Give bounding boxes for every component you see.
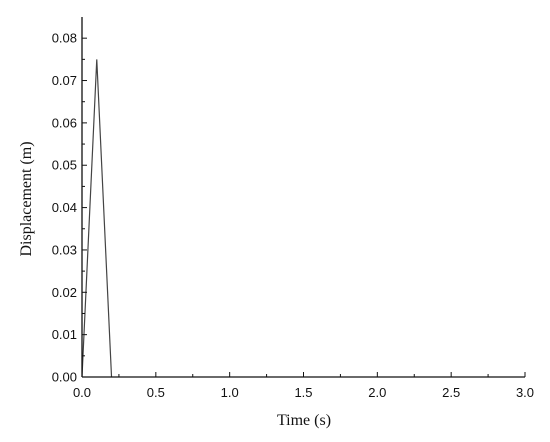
x-tick-label: 2.5	[442, 385, 460, 400]
x-axis: 0.0 0.5 1.0 1.5 2.0 2.5 3.0	[73, 372, 534, 400]
y-axis: 0.00 0.01 0.02 0.03 0.04 0.05 0.06 0.07 0.08	[52, 17, 87, 385]
x-tick-label: 0.0	[73, 385, 91, 400]
series-line-1	[81, 59, 113, 378]
x-tick-label: 3.0	[516, 385, 534, 400]
y-tick-label: 0.04	[52, 200, 77, 215]
y-tick-label: 0.03	[52, 242, 77, 257]
y-axis-title: Displacement (m)	[18, 141, 35, 256]
x-tick-label: 0.5	[147, 385, 165, 400]
y-tick-label: 0.07	[52, 73, 77, 88]
x-tick-label: 1.0	[221, 385, 239, 400]
x-tick-label: 1.5	[294, 385, 312, 400]
plot-lines	[81, 59, 113, 378]
y-tick-label: 0.00	[52, 370, 77, 385]
y-tick-label: 0.02	[52, 285, 77, 300]
x-axis-title: Time (s)	[277, 412, 331, 429]
y-tick-label: 0.05	[52, 158, 77, 173]
x-tick-label: 2.0	[368, 385, 386, 400]
y-tick-label: 0.08	[52, 31, 77, 46]
y-tick-label: 0.01	[52, 327, 77, 342]
y-tick-label: 0.06	[52, 115, 77, 130]
